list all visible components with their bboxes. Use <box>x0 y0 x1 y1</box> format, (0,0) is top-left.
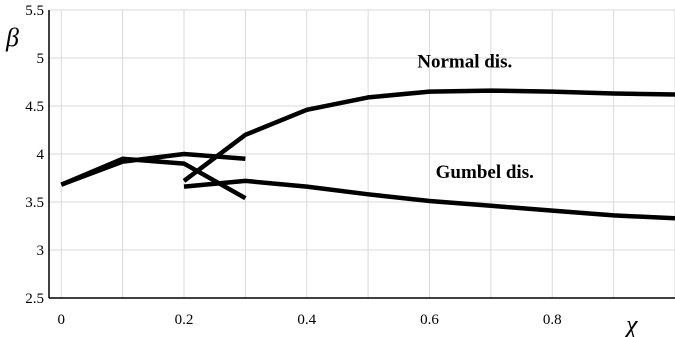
y-axis-title: β <box>5 23 19 52</box>
x-tick-label-2: 0.4 <box>297 312 316 328</box>
series-lines <box>60 88 675 221</box>
y-tick-label-2: 3.5 <box>25 195 44 211</box>
y-tick-label-4: 4.5 <box>25 99 44 115</box>
x-tick-label-0: 0 <box>58 312 66 328</box>
y-tick-label-6: 5.5 <box>25 3 44 19</box>
x-tick-label-3: 0.6 <box>420 312 439 328</box>
y-tick-label-1: 3 <box>37 243 45 259</box>
x-tick-labels: 0 0.2 0.4 0.6 0.8 <box>58 312 562 328</box>
y-tick-label-0: 2.5 <box>25 291 44 307</box>
y-tick-label-5: 5 <box>37 51 45 67</box>
series-line-2 <box>182 88 675 183</box>
grid <box>49 9 675 299</box>
series-line-1 <box>60 156 247 201</box>
x-tick-label-4: 0.8 <box>543 312 562 328</box>
annotations: Normal dis. Gumbel dis. <box>417 52 534 183</box>
series-line-3 <box>183 178 675 221</box>
y-tick-labels: 2.5 3 3.5 4 4.5 5 5.5 <box>25 3 44 307</box>
x-tick-label-1: 0.2 <box>175 312 194 328</box>
x-axis-title: χ <box>623 310 638 337</box>
annotation-0: Normal dis. <box>417 52 512 73</box>
annotation-1: Gumbel dis. <box>436 162 534 183</box>
y-tick-label-3: 4 <box>37 147 45 163</box>
